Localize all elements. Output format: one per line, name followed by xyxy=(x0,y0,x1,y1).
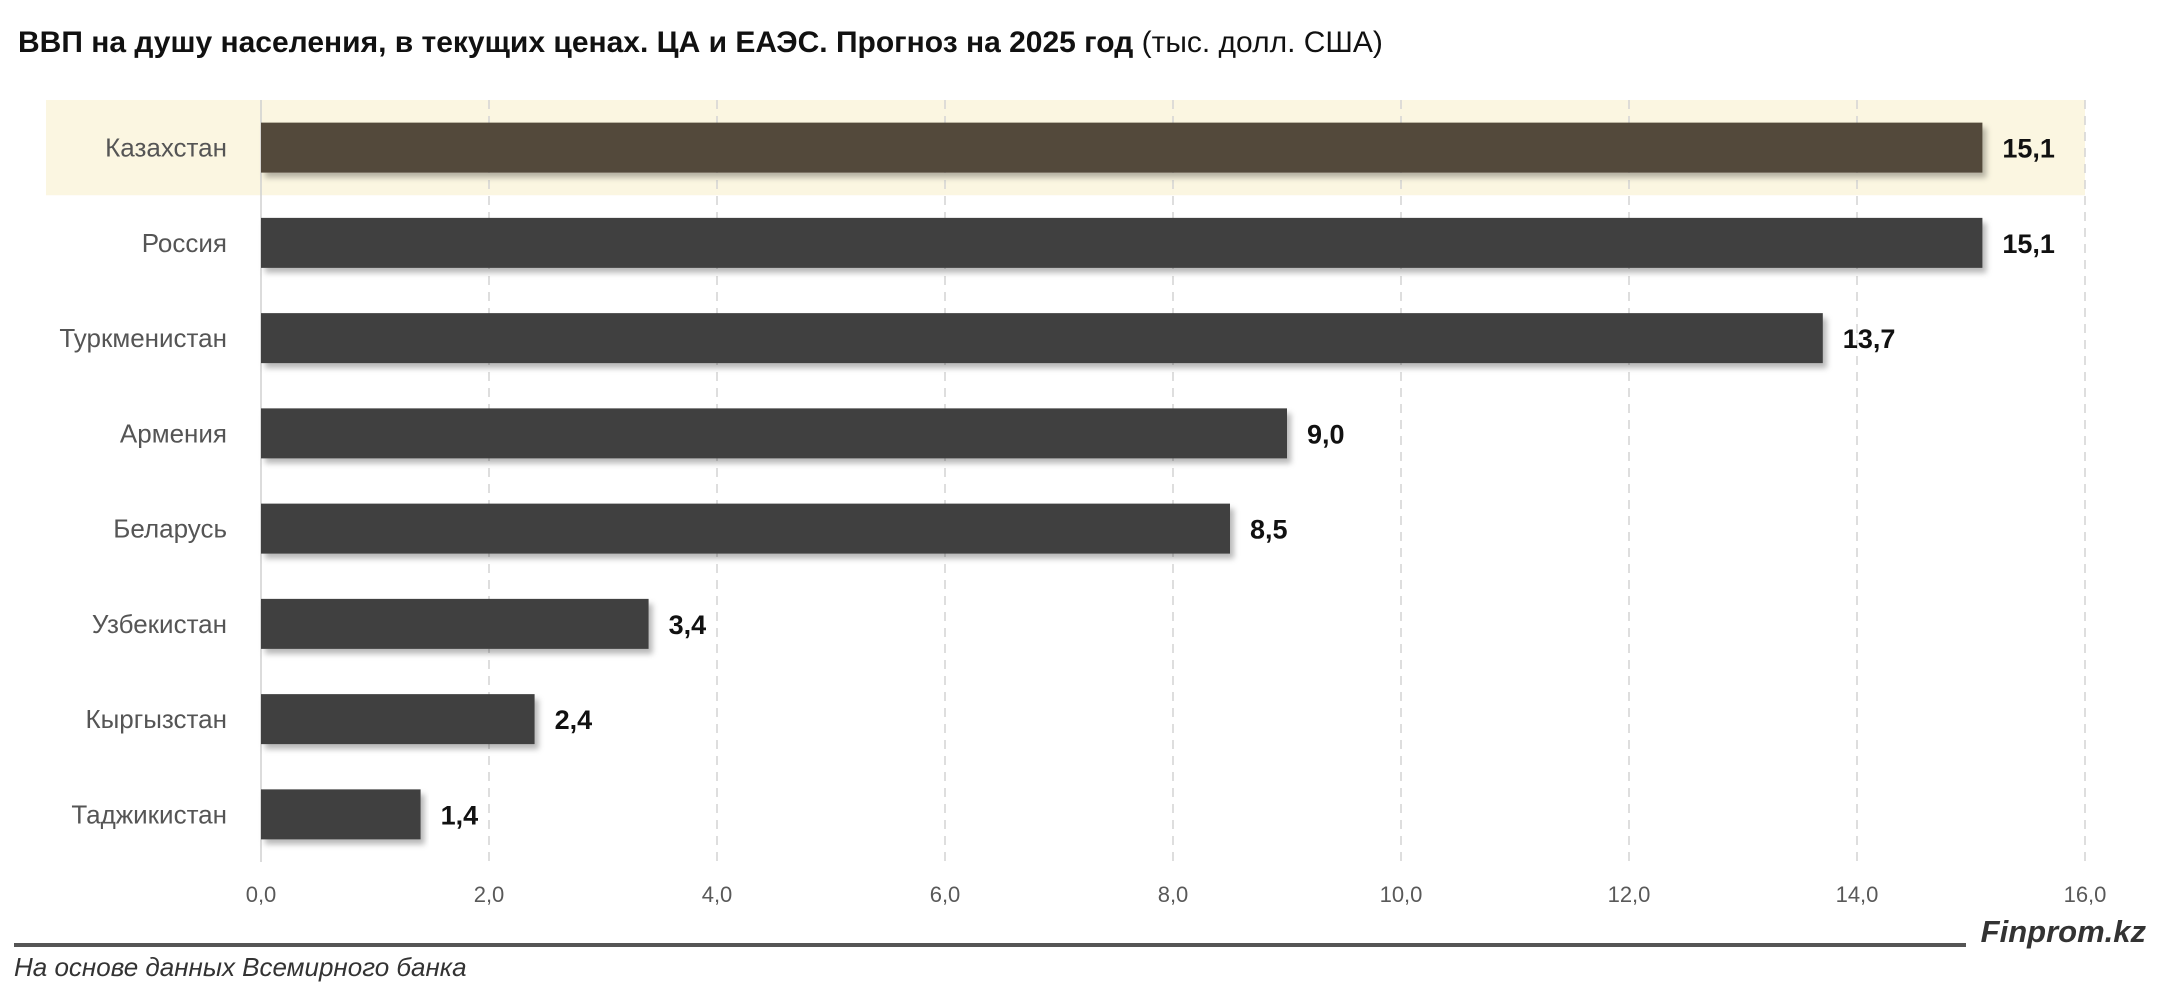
bar xyxy=(261,503,1230,554)
value-label: 1,4 xyxy=(441,800,479,830)
bar-chart: 0,0 2,0 4,0 6,0 8,0 10,0 12,0 14,0 16,0 Казахстан… xyxy=(46,100,2107,907)
category-label: Россия xyxy=(142,228,227,258)
bar xyxy=(261,789,421,840)
bar xyxy=(261,598,649,649)
chart-title: ВВП на душу населения, в текущих ценах. … xyxy=(18,26,1383,60)
footer-rule xyxy=(14,943,1966,947)
chart-title-main: ВВП на душу населения, в текущих ценах. … xyxy=(18,26,1134,59)
x-tick-label: 0,0 xyxy=(246,882,277,907)
value-label: 15,1 xyxy=(2002,134,2055,164)
bar xyxy=(261,122,1983,173)
x-tick-label: 16,0 xyxy=(2064,882,2107,907)
category-label: Беларусь xyxy=(113,514,227,544)
bar xyxy=(261,217,1983,268)
source-note: На основе данных Всемирного банка xyxy=(14,952,467,982)
category-label: Таджикистан xyxy=(71,799,227,829)
value-label: 8,5 xyxy=(1250,515,1288,545)
value-label: 13,7 xyxy=(1843,324,1896,354)
bar xyxy=(261,313,1823,364)
x-tick-label: 12,0 xyxy=(1608,882,1651,907)
brand-label: Finprom.kz xyxy=(1980,914,2146,949)
x-tick-label: 2,0 xyxy=(474,882,505,907)
x-tick-label: 8,0 xyxy=(1158,882,1189,907)
chart-title-unit: (тыс. долл. США) xyxy=(1141,26,1383,59)
value-label: 15,1 xyxy=(2002,229,2055,259)
x-tick-label: 4,0 xyxy=(702,882,733,907)
category-label: Казахстан xyxy=(105,133,227,163)
value-label: 3,4 xyxy=(669,610,707,640)
bar xyxy=(261,694,535,745)
category-label: Узбекистан xyxy=(92,609,227,639)
x-tick-label: 10,0 xyxy=(1380,882,1423,907)
value-label: 2,4 xyxy=(555,705,593,735)
value-label: 9,0 xyxy=(1307,419,1345,449)
category-label: Армения xyxy=(120,418,227,448)
bar xyxy=(261,408,1287,459)
category-label: Туркменистан xyxy=(59,323,227,353)
x-tick-label: 14,0 xyxy=(1836,882,1879,907)
category-label: Кыргызстан xyxy=(85,704,227,734)
x-tick-label: 6,0 xyxy=(930,882,961,907)
